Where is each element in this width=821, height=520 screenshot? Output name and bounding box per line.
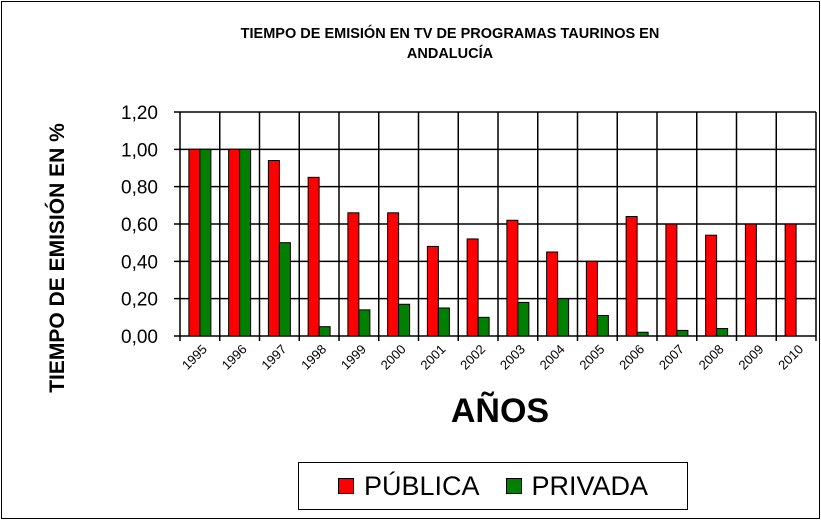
x-tick-label: 1998 (298, 342, 329, 373)
legend-swatch-privada (505, 478, 522, 494)
x-tick-label: 2000 (378, 342, 409, 373)
legend-item-privada: PRIVADA (505, 470, 649, 502)
legend-item-publica: PÚBLICA (337, 470, 480, 502)
bar-pública-1997 (267, 160, 280, 337)
bar-pública-2003 (506, 219, 519, 337)
bar-privada-1999 (358, 309, 371, 337)
bar-privada-1998 (318, 326, 331, 337)
bar-pública-2010 (784, 223, 797, 337)
y-tick-label: 0,60 (121, 215, 158, 236)
x-tick-label: 2001 (417, 342, 448, 373)
x-tick-label: 2005 (576, 342, 607, 373)
x-tick-label: 2008 (696, 342, 727, 373)
x-tick-label: 2003 (497, 342, 528, 373)
bar-privada-1997 (278, 242, 291, 337)
y-tick-label: 0,20 (121, 290, 158, 311)
chart-title-line-2: ANDALUCÍA (406, 46, 494, 62)
bar-privada-1996 (239, 148, 252, 337)
bar-pública-2004 (546, 251, 559, 337)
bar-pública-2006 (625, 216, 638, 337)
bar-privada-2006 (636, 331, 649, 337)
bar-pública-1995 (188, 148, 201, 337)
bar-pública-2005 (585, 260, 598, 337)
bar-pública-1996 (228, 148, 241, 337)
y-tick-label: 1,20 (121, 103, 158, 124)
x-tick-label: 2010 (775, 342, 806, 373)
x-tick-label: 2006 (616, 342, 647, 373)
bar-pública-2000 (387, 212, 400, 337)
y-tick-label: 0,00 (121, 327, 158, 348)
bar-pública-2002 (466, 238, 479, 337)
x-tick-label: 2002 (457, 342, 488, 373)
x-tick-label: 1999 (338, 342, 369, 373)
x-tick-label: 1997 (258, 342, 289, 373)
y-tick-label: 0,80 (121, 178, 158, 199)
bar-privada-2004 (557, 298, 570, 337)
bar-pública-2008 (705, 234, 718, 337)
chart-title: TIEMPO DE EMISIÓN EN TV DE PROGRAMAS TAU… (150, 24, 750, 64)
legend-label-publica: PÚBLICA (363, 470, 480, 501)
legend: PÚBLICA PRIVADA (298, 462, 688, 510)
x-tick-label: 2004 (537, 342, 568, 373)
bar-privada-2008 (716, 328, 729, 337)
x-tick-label: 2009 (735, 342, 766, 373)
bar-pública-1999 (347, 212, 360, 337)
bar-pública-2009 (744, 223, 757, 337)
y-tick-label: 1,00 (121, 140, 158, 161)
x-tick-label: 1995 (179, 342, 210, 373)
bar-pública-2007 (665, 223, 678, 337)
legend-label-privada: PRIVADA (531, 470, 649, 501)
legend-swatch-publica (337, 478, 354, 494)
y-tick-label: 0,40 (121, 252, 158, 273)
bar-privada-2005 (596, 314, 609, 337)
x-tick-label: 1996 (219, 342, 250, 373)
bar-privada-2003 (517, 301, 530, 337)
chart-title-line-1: TIEMPO DE EMISIÓN EN TV DE PROGRAMAS TAU… (240, 26, 660, 42)
bar-privada-2001 (437, 307, 450, 337)
bar-privada-2007 (676, 329, 689, 337)
bar-privada-2002 (477, 316, 490, 337)
bar-privada-1995 (199, 148, 212, 337)
x-axis-label: AÑOS (450, 392, 550, 430)
bar-pública-1998 (307, 176, 320, 337)
bar-pública-2001 (426, 245, 439, 337)
x-tick-label: 2007 (656, 342, 687, 373)
bar-privada-2000 (398, 303, 411, 337)
